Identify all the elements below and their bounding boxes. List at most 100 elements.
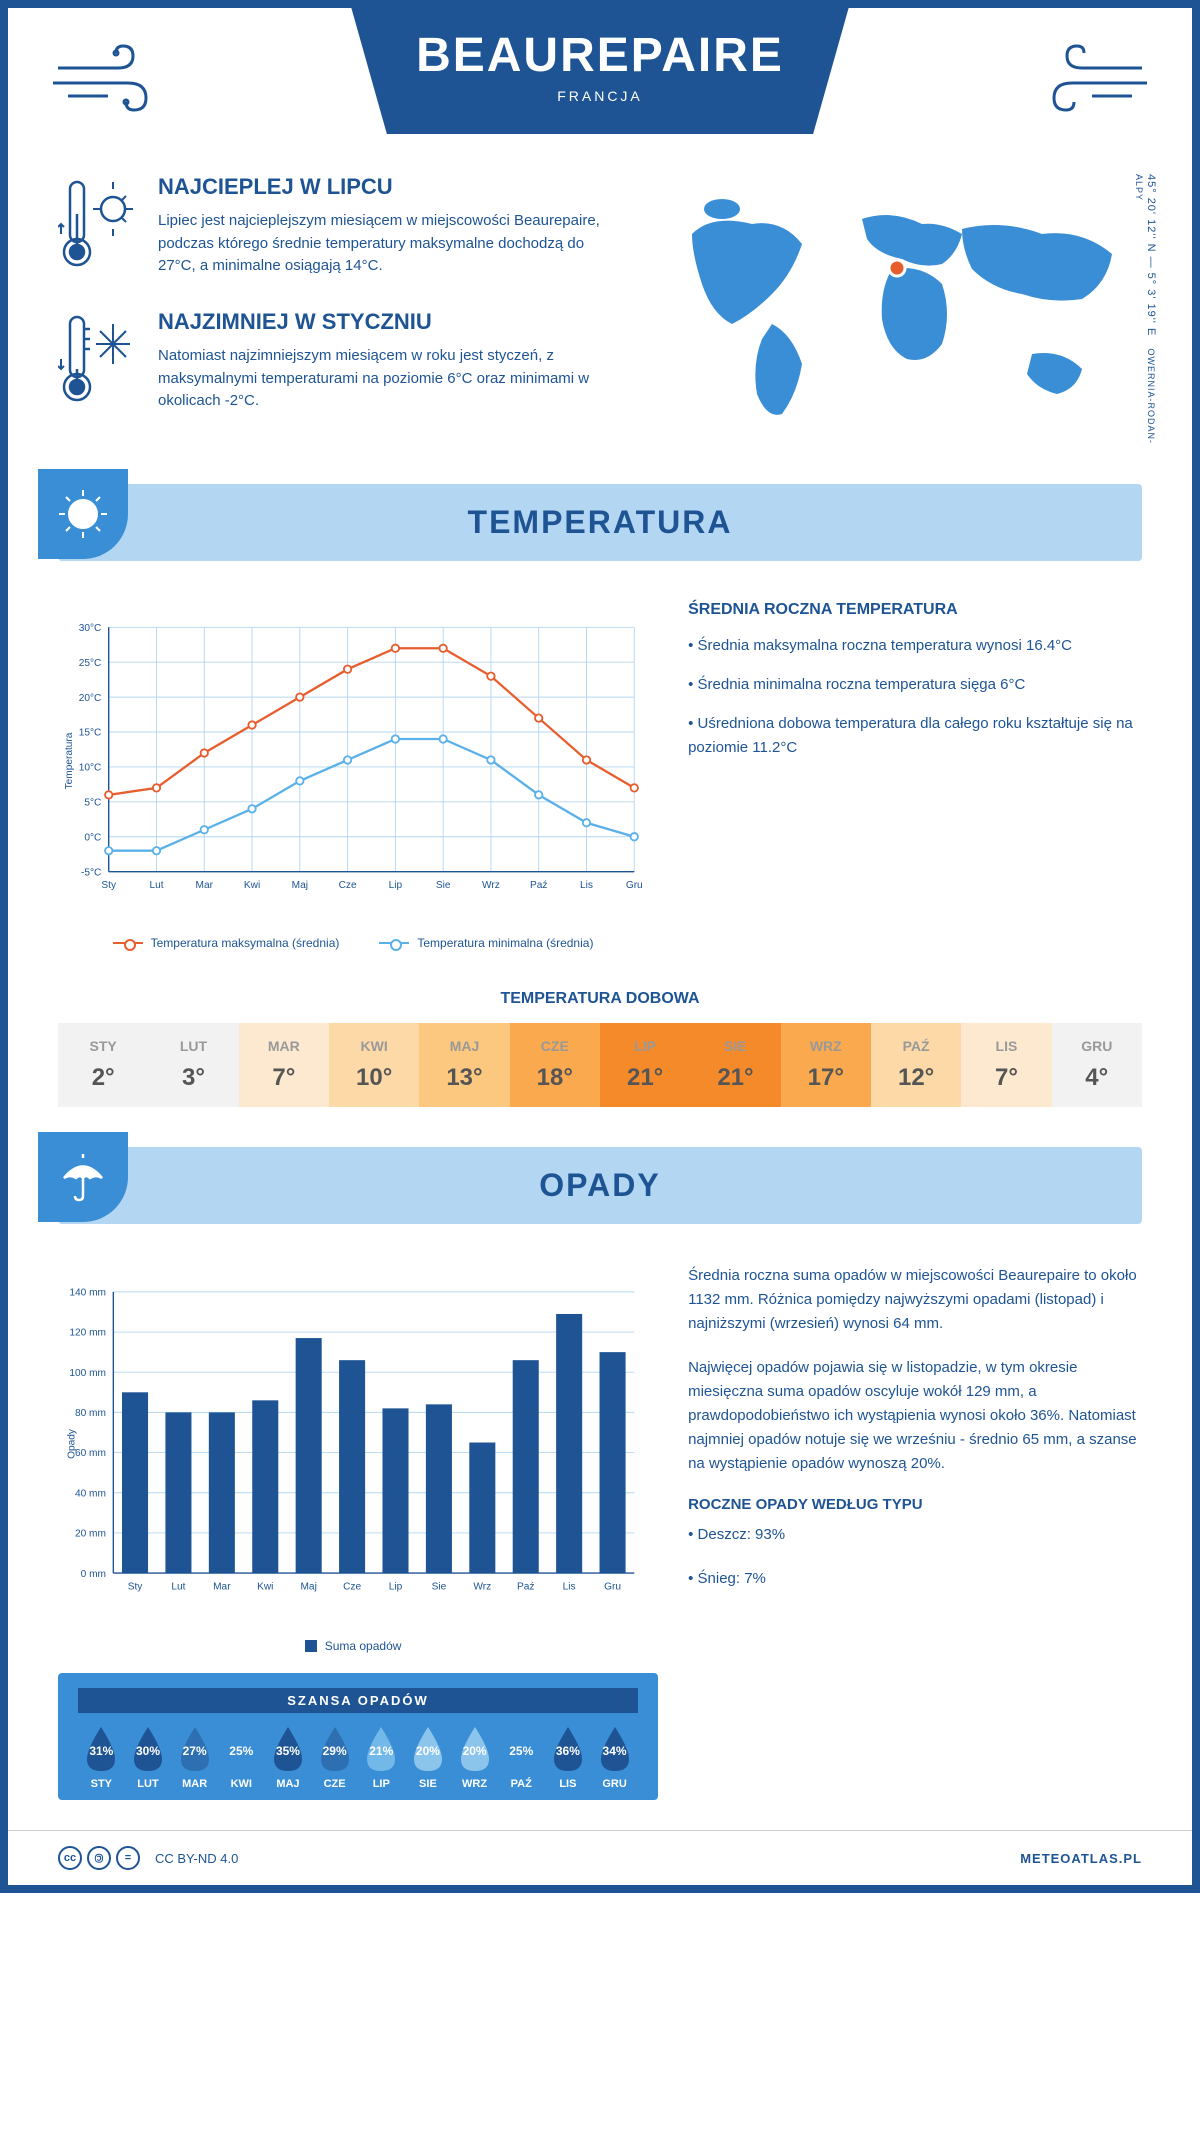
wind-deco-icon <box>1032 38 1152 132</box>
precipitation-bar-chart: 0 mm20 mm40 mm60 mm80 mm100 mm120 mm140 … <box>58 1264 648 1624</box>
chance-cell: 20%WRZ <box>455 1723 495 1790</box>
precip-type-title: ROCZNE OPADY WEDŁUG TYPU <box>688 1496 1142 1513</box>
cold-title: NAJZIMNIEJ W STYCZNIU <box>158 309 622 335</box>
svg-text:25°C: 25°C <box>79 658 102 669</box>
daily-temp-cell: SIE21° <box>690 1023 780 1107</box>
daily-temp-cell: MAJ13° <box>419 1023 509 1107</box>
chance-cell: 34%GRU <box>595 1723 635 1790</box>
daily-temp-cell: GRU4° <box>1052 1023 1142 1107</box>
chance-cell: 30%LUT <box>128 1723 168 1790</box>
thermometer-hot-icon <box>58 174 138 279</box>
daily-temp-cell: STY2° <box>58 1023 148 1107</box>
temp-info-point: • Średnia maksymalna roczna temperatura … <box>688 634 1142 658</box>
daily-temp-cell: LIS7° <box>961 1023 1051 1107</box>
daily-temp-cell: PAŹ12° <box>871 1023 961 1107</box>
precip-type-item: • Deszcz: 93% <box>688 1523 1142 1547</box>
svg-text:Cze: Cze <box>343 1582 361 1593</box>
svg-text:Opady: Opady <box>67 1428 78 1459</box>
temperature-line-chart: -5°C 0°C 5°C 10°C 15°C 20°C 25°C 30°C Sty Lut Mar K… <box>58 601 648 921</box>
daily-temp-cell: LUT3° <box>148 1023 238 1107</box>
precip-text: Średnia roczna suma opadów w miejscowośc… <box>688 1264 1142 1336</box>
chance-cell: 36%LIS <box>548 1723 588 1790</box>
chart-legend: Suma opadów <box>58 1639 648 1653</box>
svg-text:5°C: 5°C <box>84 798 101 809</box>
svg-text:Lut: Lut <box>171 1582 185 1593</box>
precipitation-chance-box: SZANSA OPADÓW 31%STY30%LUT27%MAR25%KWI35… <box>58 1673 658 1800</box>
svg-text:Maj: Maj <box>292 880 308 891</box>
page-footer: cc🄯= CC BY-ND 4.0 METEOATLAS.PL <box>8 1830 1192 1885</box>
temp-info-point: • Średnia minimalna roczna temperatura s… <box>688 673 1142 697</box>
svg-text:80 mm: 80 mm <box>75 1408 106 1419</box>
chance-cell: 25%KWI <box>221 1723 261 1790</box>
svg-text:0°C: 0°C <box>84 832 101 843</box>
chance-cell: 27%MAR <box>175 1723 215 1790</box>
world-map <box>662 174 1142 434</box>
chart-legend: Temperatura maksymalna (średnia) Tempera… <box>58 936 648 950</box>
temp-info-title: ŚREDNIA ROCZNA TEMPERATURA <box>688 601 1142 619</box>
daily-temp-cell: MAR7° <box>239 1023 329 1107</box>
svg-text:30°C: 30°C <box>79 623 102 634</box>
svg-text:-5°C: -5°C <box>81 867 101 878</box>
svg-text:100 mm: 100 mm <box>69 1368 106 1379</box>
hot-title: NAJCIEPLEJ W LIPCU <box>158 174 622 200</box>
license-icons: cc🄯= CC BY-ND 4.0 <box>58 1846 238 1870</box>
daily-temp-cell: LIP21° <box>600 1023 690 1107</box>
chance-cell: 21%LIP <box>361 1723 401 1790</box>
svg-text:Wrz: Wrz <box>473 1582 491 1593</box>
svg-text:Wrz: Wrz <box>482 880 500 891</box>
chance-title: SZANSA OPADÓW <box>78 1688 638 1713</box>
coordinates: 45° 20' 12'' N — 5° 3' 19'' E OWERNIA-RO… <box>1133 174 1157 444</box>
svg-text:Lut: Lut <box>149 880 163 891</box>
svg-text:20 mm: 20 mm <box>75 1529 106 1540</box>
svg-text:Temperatura: Temperatura <box>64 732 75 789</box>
temperature-section-header: TEMPERATURA <box>58 484 1142 561</box>
svg-text:Lip: Lip <box>389 1582 403 1593</box>
country-subtitle: FRANCJA <box>245 88 955 104</box>
hot-text: Lipiec jest najcieplejszym miesiącem w m… <box>158 210 622 278</box>
svg-text:Sty: Sty <box>101 880 117 891</box>
wind-deco-icon <box>48 38 168 132</box>
svg-text:Maj: Maj <box>301 1582 317 1593</box>
svg-text:Paź: Paź <box>530 880 547 891</box>
daily-temp-title: TEMPERATURA DOBOWA <box>58 990 1142 1008</box>
precip-type-item: • Śnieg: 7% <box>688 1567 1142 1591</box>
page-header: BEAUREPAIRE FRANCJA <box>245 8 955 134</box>
svg-text:120 mm: 120 mm <box>69 1328 106 1339</box>
daily-temp-cell: KWI10° <box>329 1023 419 1107</box>
chance-cell: 29%CZE <box>315 1723 355 1790</box>
section-title: OPADY <box>58 1167 1142 1204</box>
daily-temp-cell: WRZ17° <box>781 1023 871 1107</box>
svg-text:15°C: 15°C <box>79 728 102 739</box>
chance-cell: 35%MAJ <box>268 1723 308 1790</box>
site-name: METEOATLAS.PL <box>1020 1851 1142 1866</box>
svg-text:Kwi: Kwi <box>244 880 260 891</box>
svg-text:Mar: Mar <box>196 880 214 891</box>
city-title: BEAUREPAIRE <box>245 28 955 83</box>
svg-text:Lis: Lis <box>580 880 593 891</box>
daily-temp-row: STY2°LUT3°MAR7°KWI10°MAJ13°CZE18°LIP21°S… <box>58 1023 1142 1107</box>
umbrella-icon <box>38 1132 128 1222</box>
svg-text:Sie: Sie <box>432 1582 447 1593</box>
svg-text:Sty: Sty <box>128 1582 144 1593</box>
daily-temp-cell: CZE18° <box>510 1023 600 1107</box>
svg-text:Lis: Lis <box>563 1582 576 1593</box>
svg-text:Sie: Sie <box>436 880 451 891</box>
chance-cell: 20%SIE <box>408 1723 448 1790</box>
svg-text:Lip: Lip <box>389 880 403 891</box>
temp-info-point: • Uśredniona dobowa temperatura dla całe… <box>688 712 1142 760</box>
svg-text:Gru: Gru <box>604 1582 621 1593</box>
svg-text:0 mm: 0 mm <box>81 1569 106 1580</box>
svg-text:Mar: Mar <box>213 1582 231 1593</box>
chance-cell: 25%PAŹ <box>501 1723 541 1790</box>
svg-text:Gru: Gru <box>626 880 643 891</box>
sun-icon <box>38 469 128 559</box>
svg-text:10°C: 10°C <box>79 763 102 774</box>
precipitation-section-header: OPADY <box>58 1147 1142 1224</box>
thermometer-cold-icon <box>58 309 138 414</box>
svg-text:60 mm: 60 mm <box>75 1448 106 1459</box>
precip-text: Najwięcej opadów pojawia się w listopadz… <box>688 1356 1142 1476</box>
section-title: TEMPERATURA <box>58 504 1142 541</box>
svg-text:Kwi: Kwi <box>257 1582 273 1593</box>
svg-text:Cze: Cze <box>339 880 357 891</box>
svg-text:20°C: 20°C <box>79 693 102 704</box>
